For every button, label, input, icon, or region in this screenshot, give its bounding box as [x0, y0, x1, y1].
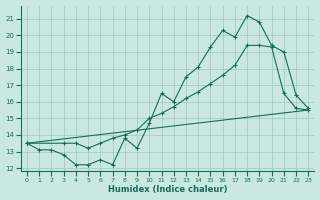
X-axis label: Humidex (Indice chaleur): Humidex (Indice chaleur) — [108, 185, 228, 194]
